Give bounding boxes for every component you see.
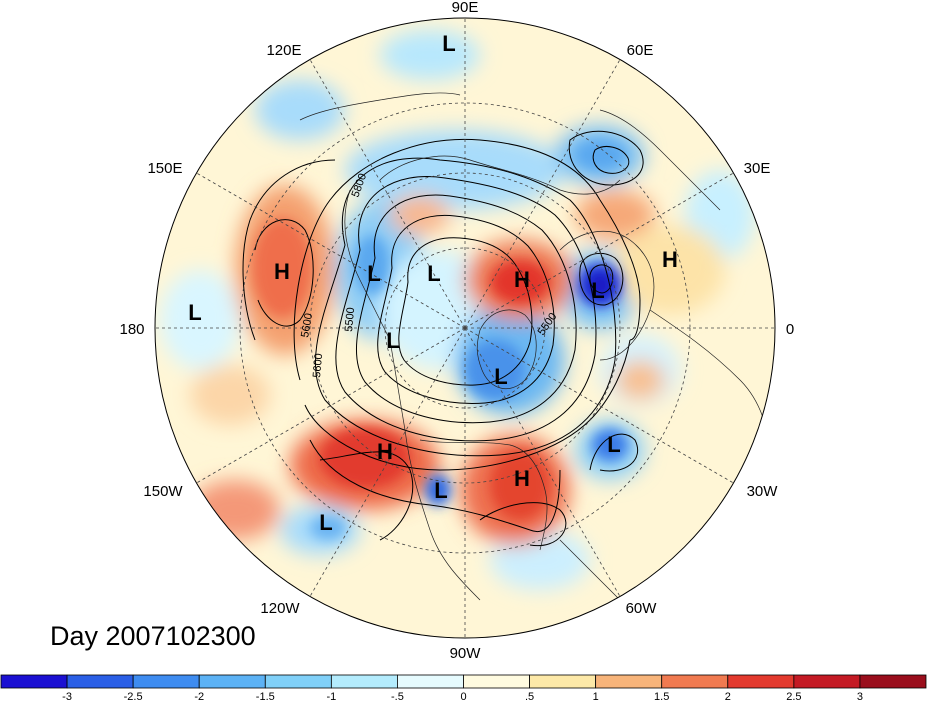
pressure-high-scandinavia: H <box>514 267 530 292</box>
height-contours <box>242 130 644 547</box>
colorbar-tick-label: -.5 <box>391 691 404 702</box>
colorbar-tick-label: 1.5 <box>654 691 669 702</box>
pressure-low-north-sea: L <box>591 278 604 303</box>
pressure-low-arctic-siberia: L <box>427 261 440 286</box>
colorbar-tick-label: 2.5 <box>786 691 801 702</box>
pressure-high-western-north-america: H <box>377 439 393 464</box>
colorbar-box <box>0 674 68 689</box>
coastlines <box>299 92 771 601</box>
colorbar-box <box>727 674 795 689</box>
colorbar-box <box>66 674 134 689</box>
pressure-high-eastern-north-america: H <box>514 466 530 491</box>
colorbar: -3 -2.5 -2 -1.5 -1 -.5 0 .5 1 1.5 2 2.5 3 <box>0 674 927 702</box>
day-label: Day 2007102300 <box>50 621 256 651</box>
pressure-low-baffin: L <box>494 364 507 389</box>
pressure-high-kamchatka: H <box>274 259 290 284</box>
meridian-60w <box>464 327 621 597</box>
colorbar-box <box>264 674 332 689</box>
pressure-low-central-north-america: L <box>434 478 447 503</box>
pressure-low-east-siberia: L <box>367 261 380 286</box>
meridian-120w <box>309 327 466 597</box>
lon-label-120e: 120E <box>266 42 301 59</box>
pressure-high-eastern-europe: H <box>662 247 678 272</box>
colorbar-box <box>793 674 861 689</box>
pressure-low-central-siberia: L <box>442 31 455 56</box>
colorbar-box <box>463 674 530 689</box>
colorbar-tick-label: -2.5 <box>124 691 143 702</box>
contour-label-5600-a: 5600 <box>311 353 325 378</box>
pressure-low-north-atlantic: L <box>607 432 620 457</box>
meridian-150e <box>196 172 466 329</box>
colorbar-box <box>132 674 200 689</box>
colorbar-tick-label: -3 <box>62 691 72 702</box>
lon-label-120w: 120W <box>260 600 300 617</box>
lon-label-0: 0 <box>786 321 794 338</box>
colorbar-tick-label: 1 <box>593 691 599 702</box>
lon-label-30w: 30W <box>747 483 779 500</box>
lon-label-90e: 90E <box>452 0 479 16</box>
lon-label-150w: 150W <box>143 483 183 500</box>
longitude-labels: 90E 60E 30E 0 30W 60W 90W 120W 150W 180 … <box>119 0 794 662</box>
colorbar-box <box>859 674 927 689</box>
contour-label-5500-a: 5500 <box>343 307 357 332</box>
meridian-lines <box>155 18 775 638</box>
map-boundary <box>154 17 776 639</box>
colorbar-tick-label: -1 <box>326 691 336 702</box>
colorbar-box <box>595 674 663 689</box>
pressure-low-north-pacific-west: L <box>188 300 201 325</box>
meridian-150w <box>196 327 466 484</box>
contour-value-labels: 5800 5500 5600 5500 5600 <box>299 172 559 378</box>
lon-label-150e: 150E <box>147 160 182 177</box>
pressure-low-alaska-arctic: L <box>386 328 399 353</box>
meridian-60e <box>464 59 621 329</box>
colorbar-box <box>397 674 464 689</box>
colorbar-box <box>529 674 597 689</box>
colorbar-box <box>661 674 729 689</box>
colorbar-tick-label: -1.5 <box>256 691 275 702</box>
colorbar-tick-label: -2 <box>194 691 204 702</box>
meridian-30e <box>464 172 734 329</box>
lon-label-60e: 60E <box>627 42 654 59</box>
colorbar-box <box>198 674 266 689</box>
colorbar-box <box>330 674 398 689</box>
pressure-low-east-pacific: L <box>319 510 332 535</box>
colorbar-tick-label: 0 <box>460 691 466 702</box>
lon-label-30e: 30E <box>744 160 771 177</box>
colorbar-tick-label: 3 <box>857 691 863 702</box>
lon-label-180: 180 <box>119 321 144 338</box>
meridian-30w <box>464 327 734 484</box>
lon-label-60w: 60W <box>626 600 658 617</box>
lon-label-90w: 90W <box>450 645 482 662</box>
contour-label-5800-b: 5600 <box>299 312 315 338</box>
meridian-120e <box>309 59 466 329</box>
colorbar-tick-label: 2 <box>725 691 731 702</box>
pressure-system-markers: L H L L L H L H L L L H L H L <box>188 31 678 535</box>
colorbar-tick-label: .5 <box>525 691 534 702</box>
